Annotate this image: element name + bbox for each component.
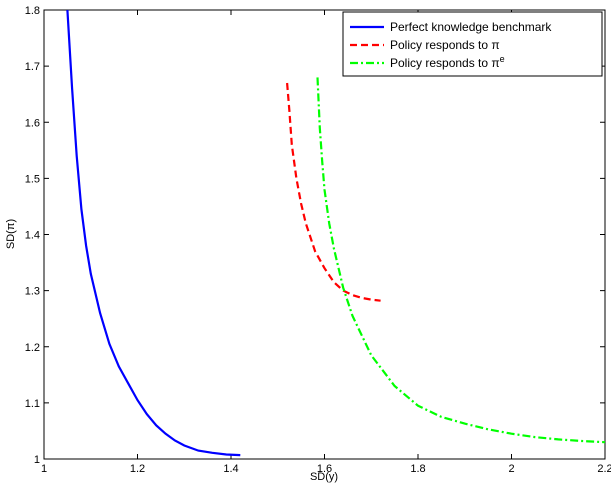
x-tick-label: 2.2 [597,463,611,475]
legend: Perfect knowledge benchmark Policy respon… [342,11,603,77]
series-layer [66,9,606,457]
legend-box [342,11,603,77]
y-tick-label: 1.5 [25,173,40,185]
y-tick-label: 1.3 [25,286,40,298]
x-tick-label: 1.8 [410,463,425,475]
y-tick-label: 1.4 [25,230,40,242]
y-tick-label: 1.7 [25,61,40,73]
y-tick-label: 1 [34,454,40,466]
x-tick-label: 1 [41,463,47,475]
x-tick-label: 1.4 [223,463,238,475]
y-tick-label: 1.1 [25,398,40,410]
plot-area [43,9,606,460]
series-line-2 [286,82,381,302]
series-line-3 [316,77,606,444]
series-line-1 [66,9,241,457]
y-tick-label: 1.6 [25,117,40,129]
x-tick-label: 1.2 [130,463,145,475]
x-tick-label: 1.6 [317,463,332,475]
legend-label-3: Policy responds to πe [390,54,505,70]
legend-label-2: Policy responds to π [390,38,500,52]
x-tick-label: 2 [508,463,514,475]
y-axis-label: SD(π) [5,219,17,249]
x-axis-label: SD(y) [310,471,338,483]
y-tick-label: 1.2 [25,342,40,354]
y-tick-label: 1.8 [25,5,40,17]
axis-ticks: 1 1.2 1.4 1.6 1.8 2 2.2 1 1.1 1.2 1.3 1.4 1.5 1.6 1.7 1… [25,5,611,475]
legend-label-1: Perfect knowledge benchmark [390,20,552,34]
